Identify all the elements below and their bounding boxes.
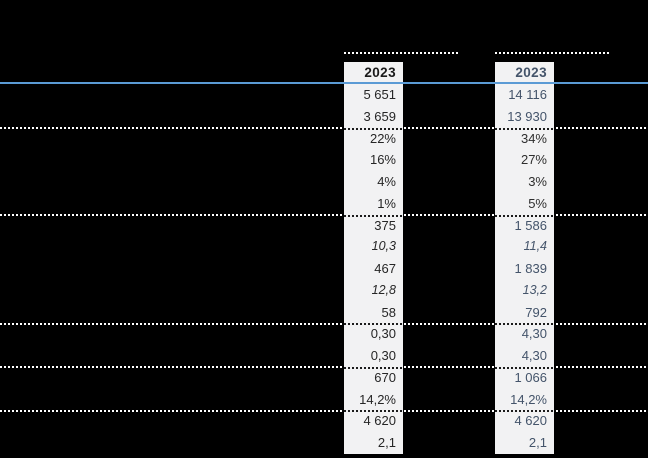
table-cell: 3% <box>528 174 547 189</box>
table-cell: 14,2% <box>510 391 547 407</box>
table-cell: 4 620 <box>344 410 403 432</box>
table-cell: 0,30 <box>370 348 396 363</box>
table-cell: 10,3 <box>371 239 396 254</box>
table-cell: 14,2% <box>359 391 396 407</box>
table-cell: 0,30 <box>344 323 403 345</box>
table-cell: 792 <box>525 304 547 320</box>
table-cell: 4 620 <box>495 410 554 432</box>
year-column-left: 2023 5 651 3 659 22% 16% 4% 1% 375 10,3 467 12,8 5… <box>344 62 403 454</box>
table-cell: 4,30 <box>521 348 547 363</box>
table-cell: 4% <box>377 174 396 189</box>
column-header-year: 2023 <box>515 65 547 80</box>
table-cell: 27% <box>520 152 547 168</box>
table-cell: 467 <box>374 261 396 276</box>
table-cell: 12,8 <box>371 282 396 297</box>
table-cell: 670 <box>344 366 403 389</box>
table-cell: 34% <box>495 127 554 150</box>
dotted-separator <box>0 214 648 216</box>
dotted-separator <box>0 323 648 325</box>
table-cell: 11,4 <box>523 239 547 254</box>
dotted-rule-top-left-column <box>344 52 460 54</box>
table-cell: 2,1 <box>528 435 547 450</box>
table-cell: 1 839 <box>514 261 547 276</box>
table-cell: 3 659 <box>363 108 396 124</box>
table-cell: 5% <box>528 195 547 211</box>
header-accent-rule <box>0 82 648 84</box>
dotted-rule-top-right-column <box>495 52 610 54</box>
dotted-separator <box>0 127 648 129</box>
column-body: 5 651 3 659 22% 16% 4% 1% 375 10,3 467 12,8 58 0,30… <box>344 84 403 454</box>
table-cell: 22% <box>344 127 403 150</box>
column-body: 14 116 13 930 34% 27% 3% 5% 1 586 11,4 1 839 13,2… <box>495 84 554 454</box>
table-cell: 2,1 <box>377 435 396 450</box>
table-cell: 58 <box>381 304 396 320</box>
dotted-separator <box>0 410 648 412</box>
table-cell: 13,2 <box>522 282 547 297</box>
table-cell: 5 651 <box>363 87 396 102</box>
table-cell: 1% <box>377 195 396 211</box>
year-column-right: 2023 14 116 13 930 34% 27% 3% 5% 1 586 11,4 1 83… <box>495 62 554 454</box>
table-cell: 16% <box>369 152 396 168</box>
dotted-separator <box>0 366 648 368</box>
column-header-year: 2023 <box>364 65 396 80</box>
table-cell: 375 <box>344 214 403 237</box>
table-cell: 1 066 <box>495 366 554 389</box>
table-cell: 4,30 <box>495 323 554 345</box>
table-cell: 1 586 <box>495 214 554 237</box>
table-cell: 14 116 <box>508 87 547 102</box>
table-cell: 13 930 <box>507 108 547 124</box>
